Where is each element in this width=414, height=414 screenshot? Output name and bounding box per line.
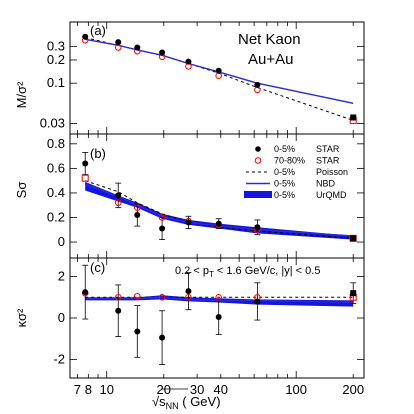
central-point — [134, 328, 141, 335]
central-point — [115, 192, 122, 199]
central-point — [134, 212, 141, 219]
peripheral-point — [185, 294, 192, 301]
central-point — [185, 288, 192, 295]
central-point — [82, 33, 89, 40]
y-axis-title-a: M/σ² — [14, 81, 29, 108]
y-axis-title-c: κσ² — [14, 308, 29, 327]
legend-label: 0-5% — [274, 167, 295, 177]
x-tick-label: 20 — [157, 382, 171, 397]
y-tick-label: 0 — [58, 234, 65, 249]
y-axis-title-b: Sσ — [14, 182, 29, 199]
y-tick-label: 0.1 — [47, 75, 65, 90]
legend-marker-central — [255, 146, 261, 152]
central-point — [215, 220, 222, 227]
central-point — [350, 114, 357, 121]
y-tick-label: 0.4 — [47, 185, 65, 200]
nbd-line — [85, 296, 354, 304]
peripheral-point — [114, 199, 122, 207]
legend-label: STAR — [316, 156, 340, 166]
legend-label: 0-5% — [274, 190, 295, 200]
y-tick-label: 0.6 — [47, 160, 65, 175]
urqmd-band — [85, 181, 354, 240]
central-point — [215, 313, 222, 320]
central-point — [215, 67, 222, 74]
au-au-label: Au+Au — [248, 51, 293, 68]
peripheral-point — [158, 294, 166, 301]
poisson-line — [85, 180, 354, 239]
central-point — [115, 307, 122, 314]
legend-label: Poisson — [316, 167, 348, 177]
svg-text:√sNN ( GeV): √sNN ( GeV) — [152, 394, 221, 411]
y-tick-label: 2 — [58, 269, 65, 284]
legend-label: 0-5% — [274, 179, 295, 189]
y-tick-label: 0 — [58, 310, 65, 325]
x-tick-label: 10 — [99, 382, 113, 397]
peripheral-point — [133, 204, 141, 211]
peripheral-point — [133, 292, 141, 300]
kinematic-cut-label: 0.2 < pT < 1.6 GeV/c, |y| < 0.5 — [175, 265, 320, 279]
central-point — [159, 49, 166, 56]
central-point — [159, 225, 166, 232]
central-point — [254, 298, 261, 305]
legend-label: NBD — [316, 179, 336, 189]
x-tick-label: 7 — [74, 382, 81, 397]
central-point — [82, 160, 89, 167]
central-point — [115, 39, 122, 46]
legend-marker-peripheral — [254, 157, 262, 164]
x-tick-label: 40 — [214, 382, 228, 397]
central-point — [254, 81, 261, 88]
central-point — [82, 289, 89, 296]
legend-label: STAR — [316, 144, 340, 154]
peripheral-point — [215, 294, 223, 301]
central-point — [185, 58, 192, 65]
y-tick-label: 0.03 — [40, 116, 65, 131]
peripheral-point — [158, 214, 166, 221]
poisson-line — [85, 37, 354, 121]
central-point — [185, 219, 192, 226]
x-tick-label: 30 — [190, 382, 204, 397]
y-tick-label: -2 — [53, 351, 65, 366]
x-tick-label: 8 — [85, 382, 92, 397]
legend-label: UrQMD — [316, 190, 347, 200]
panel-a-label: (a) — [90, 23, 106, 38]
central-point — [134, 44, 141, 51]
central-point — [350, 235, 357, 242]
nbd-line — [84, 183, 354, 237]
legend-label: 0-5% — [274, 144, 295, 154]
y-tick-label: 0.8 — [47, 136, 65, 151]
panel-c-label: (c) — [90, 260, 105, 275]
central-point — [350, 290, 357, 297]
peripheral-point — [114, 294, 122, 301]
y-tick-label: 0.2 — [47, 209, 65, 224]
central-point — [159, 334, 166, 341]
panel-b-label: (b) — [90, 146, 106, 161]
legend-band-urqmd — [244, 191, 272, 198]
x-tick-label: 100 — [285, 382, 307, 397]
x-tick-label: 200 — [342, 382, 364, 397]
peripheral-point — [215, 72, 223, 80]
peripheral-point — [81, 174, 89, 182]
central-point — [254, 224, 261, 231]
net-kaon-label: Net Kaon — [238, 31, 301, 48]
y-tick-label: 0.2 — [47, 52, 65, 67]
y-tick-label: 0.3 — [47, 38, 65, 53]
legend-label: 70-80% — [274, 156, 305, 166]
nbd-line — [85, 38, 354, 104]
